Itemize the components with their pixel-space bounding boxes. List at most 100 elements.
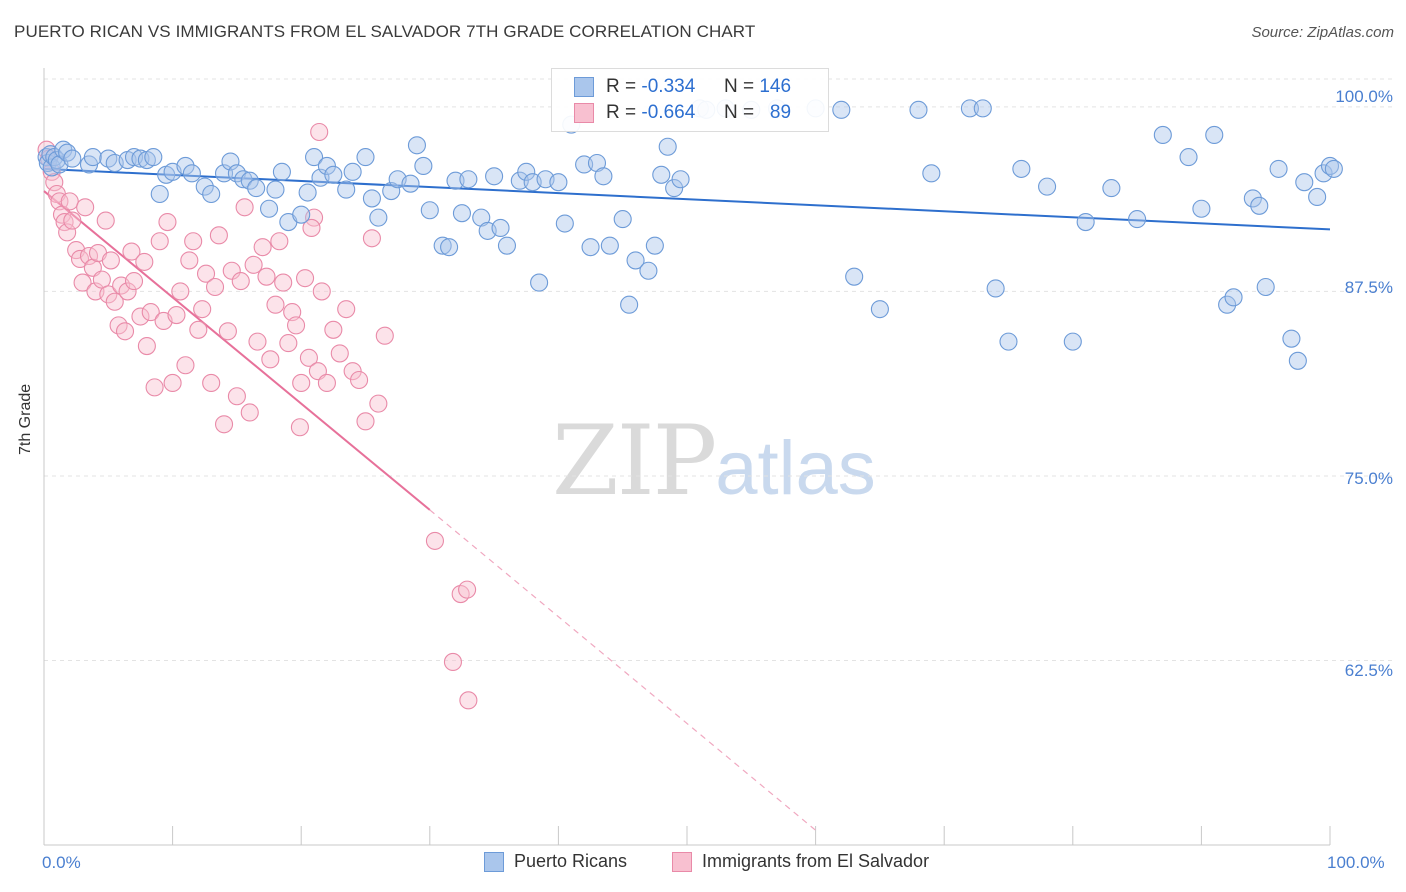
y-tick-label: 87.5% [1344,278,1393,297]
data-point [266,180,285,199]
data-point [202,373,221,393]
legend-swatch-blue [574,77,594,97]
data-point [986,279,1005,298]
data-point [337,180,356,199]
data-point [135,252,154,271]
data-point [141,303,160,322]
data-point [261,350,280,369]
data-point [425,531,444,550]
data-point [214,164,234,183]
data-point [259,199,279,218]
data-point [845,267,864,286]
bottom-legend-el-salvador: Immigrants from El Salvador [672,851,929,872]
data-point [167,305,186,325]
data-point [440,238,459,257]
data-point [369,394,388,413]
data-point [433,236,452,255]
axes [43,68,1331,846]
legend-r-label: R = [606,102,637,123]
data-point [613,210,632,229]
data-point [115,322,135,341]
legend-r-value: -0.334 [641,76,696,97]
data-point [1250,196,1269,215]
data-point [1224,288,1243,307]
data-point [257,267,276,286]
legend-n-value: 89 [769,102,792,123]
data-point [1205,125,1224,145]
data-point [459,691,478,710]
data-point [253,238,272,257]
data-point [63,211,82,230]
data-point [214,415,234,434]
data-point [870,300,889,319]
series-el-salvador [37,122,478,710]
data-point [144,148,163,167]
grid-lines [44,78,1392,661]
data-point [63,149,82,168]
data-point [1295,173,1314,192]
data-point [195,177,214,196]
data-point [1038,177,1057,196]
y-tick-label: 62.5% [1344,661,1393,680]
data-point [176,156,195,176]
data-point [1192,199,1211,218]
data-point [594,167,613,186]
data-point [101,251,120,270]
data-point [645,236,664,255]
data-point [189,320,208,339]
data-point [549,173,568,192]
data-point [50,192,69,211]
legend-n-label: N = [723,102,755,123]
data-point [221,152,240,171]
data-point [1179,148,1198,167]
data-point [343,362,362,381]
data-point [58,143,77,162]
data-point [1288,351,1307,370]
data-point [382,181,401,201]
data-point [1314,164,1333,183]
legend-swatch-pink [574,103,594,123]
data-point [1308,187,1327,207]
data-point [362,189,381,208]
data-point [832,100,851,119]
data-point [137,336,156,356]
chart-title: PUERTO RICAN VS IMMIGRANTS FROM EL SALVA… [14,22,756,41]
data-point [369,208,388,227]
data-point [266,295,285,314]
data-point [83,148,102,167]
data-point [248,332,267,351]
data-point [240,171,259,190]
data-point [292,373,311,393]
data-point [122,242,141,261]
data-point [317,373,336,393]
data-point [76,198,95,217]
data-point [99,285,118,304]
data-point [362,229,381,248]
watermark-zip: ZIP [552,405,717,517]
data-point [1128,210,1147,229]
data-point [600,236,619,255]
data-point [1153,125,1172,145]
data-point [310,122,329,142]
data-point [180,251,199,270]
data-point [274,273,293,292]
data-point [443,652,462,672]
data-point [517,162,536,181]
data-point [665,179,684,198]
data-point [356,148,375,167]
data-point [52,205,72,224]
x-tick-label: 0.0% [42,853,81,872]
data-point [234,170,253,189]
data-point [458,580,477,599]
data-point [296,269,315,288]
data-point [176,356,195,375]
data-point [356,412,375,431]
data-point [414,156,433,176]
trend-line [43,190,431,511]
data-point [343,162,362,181]
data-point [298,183,317,202]
data-point [497,236,517,255]
data-point [272,162,291,181]
data-point [401,174,420,193]
legend-r-label: R = [606,76,637,97]
